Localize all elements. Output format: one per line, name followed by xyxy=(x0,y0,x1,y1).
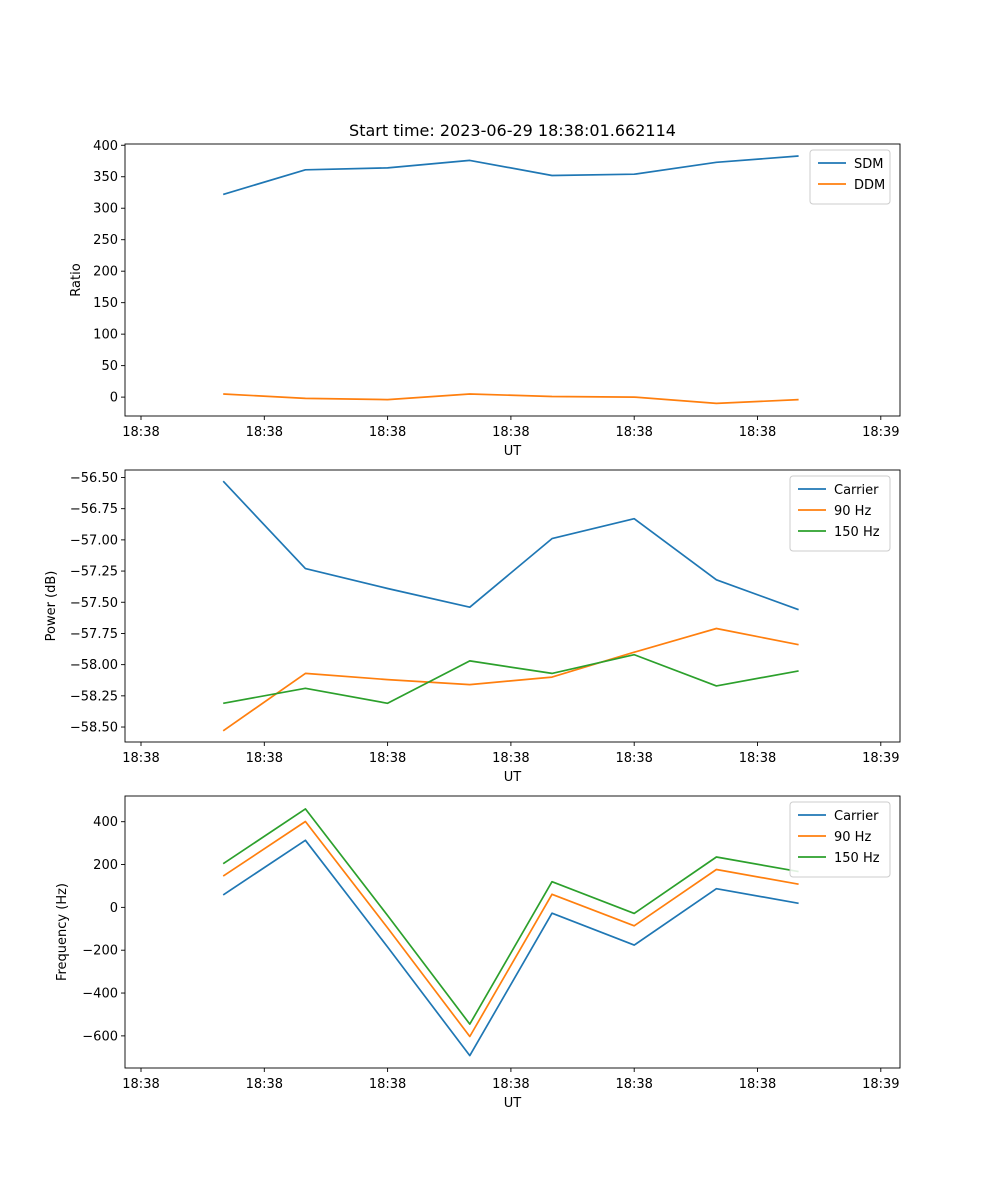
y-tick-label: 200 xyxy=(93,265,118,280)
legend-label: DDM xyxy=(854,178,885,193)
x-tick-label: 18:38 xyxy=(246,751,283,766)
legend: Carrier 90 Hz 150 Hz xyxy=(789,475,891,552)
x-tick-label: 18:39 xyxy=(862,1077,899,1092)
y-tick-label: −57.25 xyxy=(70,565,118,580)
x-tick-label: 18:38 xyxy=(122,751,159,766)
series-line-90-hz xyxy=(222,820,799,1038)
y-tick-label: 0 xyxy=(110,901,118,916)
x-axis-label: UT xyxy=(504,1096,522,1111)
x-tick-label: 18:38 xyxy=(739,751,776,766)
legend-label: 90 Hz xyxy=(834,830,871,845)
series-line-carrier xyxy=(222,839,799,1057)
axes-frame xyxy=(124,143,901,417)
y-tick-label: −200 xyxy=(82,944,118,959)
legend-label: 90 Hz xyxy=(834,504,871,519)
y-tick-label: 200 xyxy=(93,858,118,873)
x-tick-label: 18:38 xyxy=(492,751,529,766)
x-tick-label: 18:38 xyxy=(122,1077,159,1092)
y-tick-label: 0 xyxy=(110,391,118,406)
y-tick-label: −57.75 xyxy=(70,627,118,642)
legend-label: 150 Hz xyxy=(834,851,880,866)
y-tick-label: −58.00 xyxy=(70,658,118,673)
axes-frame xyxy=(124,469,901,743)
y-tick-label: 50 xyxy=(101,359,118,374)
x-tick-label: 18:38 xyxy=(739,425,776,440)
series-line-150-hz xyxy=(222,808,799,1025)
x-tick-label: 18:38 xyxy=(369,1077,406,1092)
x-tick-label: 18:38 xyxy=(246,425,283,440)
x-axis-label: UT xyxy=(504,770,522,785)
x-tick-label: 18:38 xyxy=(122,425,159,440)
axes-frame xyxy=(124,795,901,1069)
legend-label: Carrier xyxy=(834,483,879,498)
y-axis-label: Power (dB) xyxy=(44,571,59,642)
x-tick-label: 18:39 xyxy=(862,425,899,440)
y-tick-label: 250 xyxy=(93,233,118,248)
y-tick-label: 150 xyxy=(93,296,118,311)
legend-label: SDM xyxy=(854,157,883,172)
y-axis-label: Frequency (Hz) xyxy=(55,883,70,981)
y-tick-label: 350 xyxy=(93,170,118,185)
y-tick-label: 100 xyxy=(93,328,118,343)
y-tick-label: 300 xyxy=(93,202,118,217)
y-tick-label: −56.75 xyxy=(70,502,118,517)
series-line-sdm xyxy=(222,155,799,196)
x-tick-label: 18:39 xyxy=(862,751,899,766)
legend: SDM DDM xyxy=(809,149,891,205)
y-tick-label: −58.25 xyxy=(70,689,118,704)
y-tick-label: −58.50 xyxy=(70,721,118,736)
y-tick-label: 400 xyxy=(93,815,118,830)
y-tick-label: −600 xyxy=(82,1029,118,1044)
panel-2: −58.50 −58.25 −58.00 −57.75 −57.50 −57.25 −57.… xyxy=(44,469,901,785)
y-tick-label: −400 xyxy=(82,987,118,1002)
series-line-90-hz xyxy=(222,627,799,732)
x-tick-label: 18:38 xyxy=(492,1077,529,1092)
y-tick-label: 400 xyxy=(93,139,118,154)
legend-box xyxy=(789,475,891,552)
series-line-150-hz xyxy=(223,653,799,705)
legend: Carrier 90 Hz 150 Hz xyxy=(789,801,891,878)
x-tick-label: 18:38 xyxy=(615,425,652,440)
chart-title: Start time: 2023-06-29 18:38:01.662114 xyxy=(349,121,676,140)
panel-1: Start time: 2023-06-29 18:38:01.662114 0 5… xyxy=(69,121,901,459)
legend-label: 150 Hz xyxy=(834,525,880,540)
y-axis-label: Ratio xyxy=(69,263,84,296)
series-line-carrier xyxy=(222,480,799,611)
x-tick-label: 18:38 xyxy=(369,425,406,440)
x-tick-label: 18:38 xyxy=(492,425,529,440)
panel-3: −600 −400 −200 0 200 400 18:38 18:38 18:38 18:38 1… xyxy=(55,795,901,1111)
legend-box xyxy=(789,801,891,878)
series-line-ddm xyxy=(223,393,799,405)
x-axis-label: UT xyxy=(504,444,522,459)
legend-label: Carrier xyxy=(834,809,879,824)
x-tick-label: 18:38 xyxy=(246,1077,283,1092)
x-tick-label: 18:38 xyxy=(615,1077,652,1092)
y-tick-label: −57.00 xyxy=(70,533,118,548)
x-tick-label: 18:38 xyxy=(615,751,652,766)
x-tick-label: 18:38 xyxy=(739,1077,776,1092)
y-tick-label: −56.50 xyxy=(70,471,118,486)
x-tick-label: 18:38 xyxy=(369,751,406,766)
y-tick-label: −57.50 xyxy=(70,596,118,611)
